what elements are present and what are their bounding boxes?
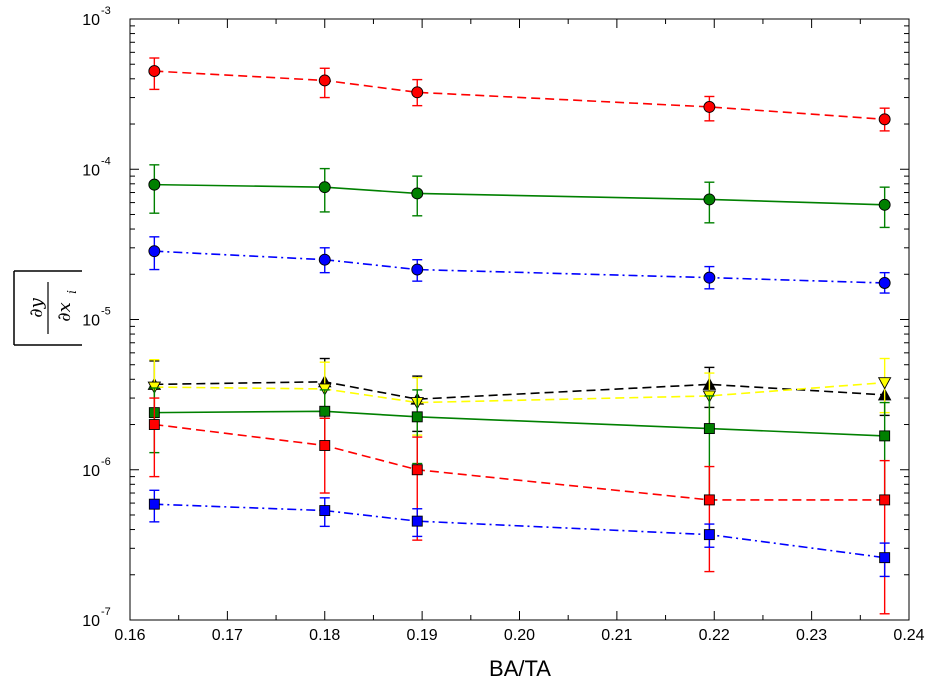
series-5 <box>147 357 892 436</box>
data-point <box>148 178 161 191</box>
x-tick-label: 0.24 <box>893 627 924 644</box>
data-point <box>703 423 715 435</box>
series-line <box>154 423 885 501</box>
x-tick-label: 0.20 <box>504 627 535 644</box>
series-line <box>154 250 885 284</box>
plot-area <box>129 18 910 621</box>
data-point <box>878 113 891 126</box>
x-tick-label: 0.16 <box>114 627 145 644</box>
data-point <box>879 494 891 506</box>
data-point <box>879 552 891 564</box>
y-axis-title-subscript: i <box>65 290 79 294</box>
data-point <box>878 198 891 211</box>
plot-frame <box>129 18 910 621</box>
x-axis-title: BA/TA <box>489 656 551 681</box>
data-point <box>319 505 331 517</box>
series-line <box>154 183 885 206</box>
y-tick-label-exponent: -7 <box>101 606 111 618</box>
data-point <box>318 181 331 194</box>
data-point <box>411 263 424 276</box>
y-tick-label-exponent: -4 <box>101 155 111 167</box>
y-tick-label-base: 10 <box>82 162 100 179</box>
major-ticks <box>129 18 910 621</box>
y-tick-label-exponent: -3 <box>101 5 111 17</box>
y-tick-label-base: 10 <box>82 613 100 630</box>
series-line <box>154 381 885 404</box>
series-line <box>154 410 885 437</box>
y-tick-label-exponent: -5 <box>101 306 111 318</box>
series-3 <box>148 236 891 294</box>
series-line <box>154 70 885 121</box>
series-1 <box>148 57 891 132</box>
x-tick-label: 0.17 <box>212 627 243 644</box>
data-point <box>148 245 161 258</box>
x-tick-labels: 0.16 0.17 0.18 0.19 0.20 0.21 0.22 0.23 0.24 <box>114 627 924 644</box>
data-point <box>411 187 424 200</box>
data-point <box>703 271 716 284</box>
data-point <box>703 100 716 113</box>
data-point <box>703 494 715 506</box>
data-point <box>879 430 891 442</box>
x-tick-label: 0.19 <box>407 627 438 644</box>
data-point <box>411 86 424 99</box>
data-point <box>318 74 331 87</box>
y-axis-title-denominator: ∂x <box>54 302 75 321</box>
series-6 <box>148 387 891 502</box>
data-point <box>703 193 716 206</box>
y-axis-title: ∂y ∂x i <box>13 270 82 346</box>
y-tick-label-exponent: -6 <box>101 456 111 468</box>
series-2 <box>148 164 891 229</box>
y-tick-label-base: 10 <box>82 12 100 29</box>
x-tick-label: 0.18 <box>309 627 340 644</box>
data-point <box>319 440 331 451</box>
series-line <box>154 503 885 559</box>
data-point <box>318 253 331 266</box>
minor-ticks <box>130 19 909 620</box>
series-8 <box>148 489 891 578</box>
x-tick-label: 0.23 <box>796 627 827 644</box>
data-point <box>703 529 715 541</box>
data-point <box>319 405 331 417</box>
series-7 <box>148 397 891 615</box>
data-point <box>148 498 160 510</box>
data-point <box>148 65 161 78</box>
data-point <box>411 411 423 423</box>
data-point <box>148 419 160 430</box>
data-point <box>411 515 423 527</box>
series-line <box>154 380 885 400</box>
y-tick-label-base: 10 <box>82 313 100 330</box>
data-point <box>878 277 891 289</box>
x-tick-label: 0.21 <box>601 627 632 644</box>
y-axis-title-numerator: ∂y <box>26 297 47 317</box>
data-point <box>411 464 423 476</box>
x-tick-label: 0.22 <box>699 627 730 644</box>
y-tick-label-base: 10 <box>82 463 100 480</box>
data-point <box>877 377 892 390</box>
series-layer <box>147 57 892 615</box>
y-tick-labels: 10-710-610-510-410-3 <box>82 5 111 630</box>
